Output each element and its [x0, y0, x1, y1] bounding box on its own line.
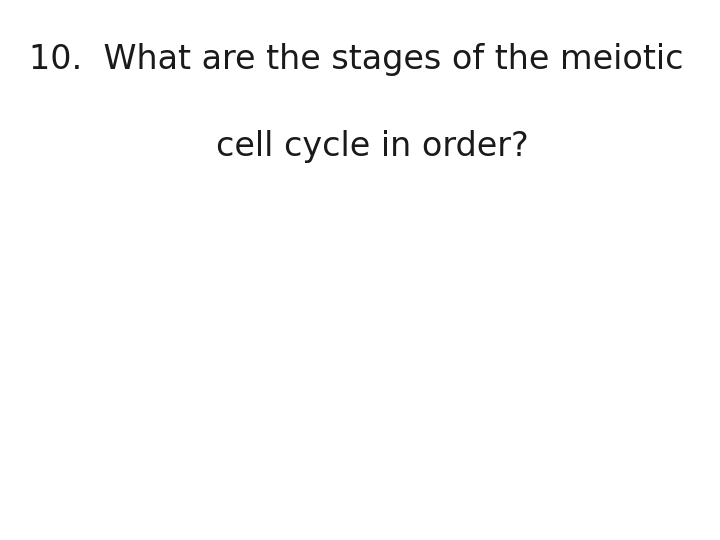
Text: cell cycle in order?: cell cycle in order? — [216, 130, 528, 163]
Text: 10.  What are the stages of the meiotic: 10. What are the stages of the meiotic — [29, 43, 683, 76]
